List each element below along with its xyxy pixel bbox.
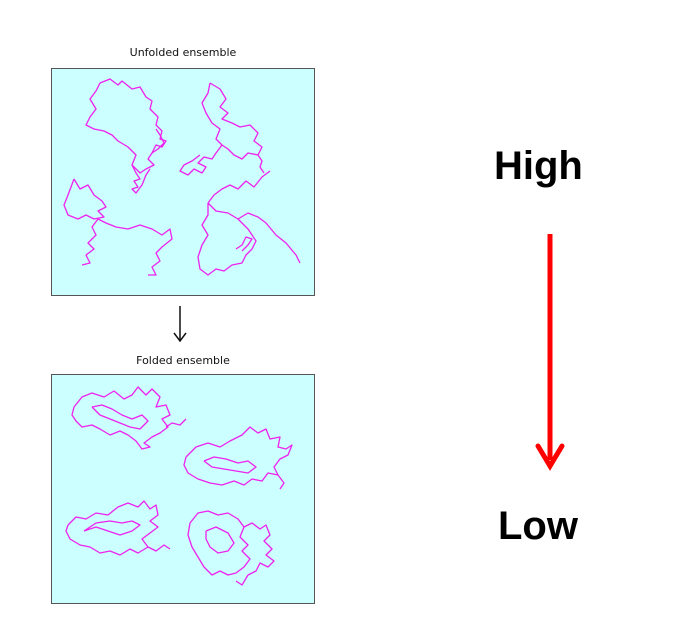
unfolded-chain (202, 83, 262, 159)
folded-chain (66, 501, 158, 555)
scale-low-label: Low (498, 504, 578, 549)
folded-title: Folded ensemble (51, 354, 315, 367)
folded-chain (72, 387, 170, 449)
unfolded-chain (64, 179, 106, 219)
folded-chains (52, 375, 316, 605)
unfolded-title: Unfolded ensemble (51, 46, 315, 59)
folded-ensemble-panel (51, 374, 315, 604)
scale-down-arrow-icon (530, 232, 570, 472)
unfolded-chain (86, 79, 166, 173)
down-arrow-icon (170, 304, 190, 344)
unfolded-chains (52, 69, 316, 297)
unfolded-ensemble-panel (51, 68, 315, 296)
scale-high-label: High (494, 144, 583, 189)
folded-chain (184, 427, 292, 485)
folded-chain (188, 511, 250, 575)
